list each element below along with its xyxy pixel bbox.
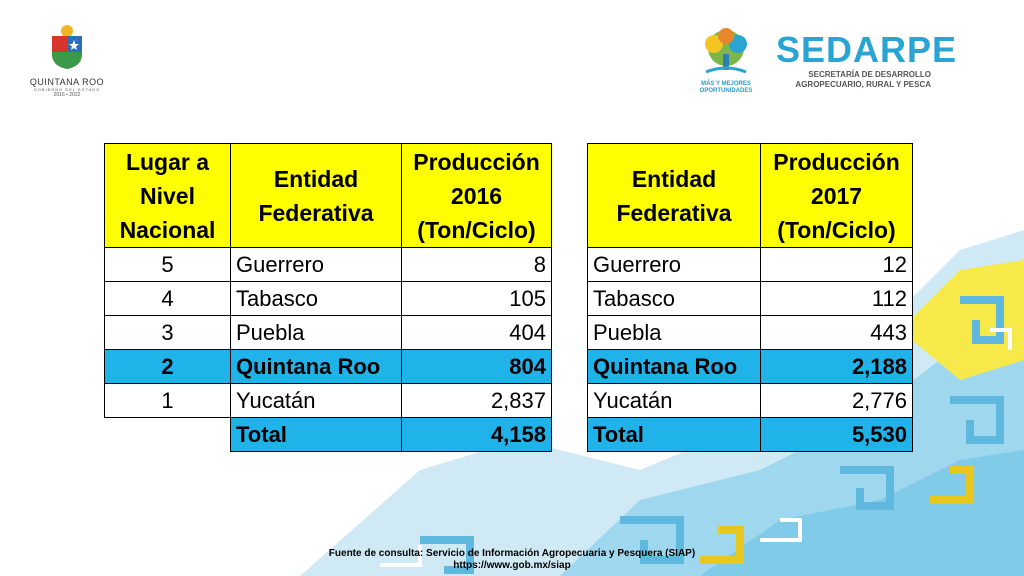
entity-cell: Tabasco bbox=[230, 281, 402, 316]
total-row: Total 4,158 bbox=[105, 417, 552, 452]
tree-tagline-2: OPORTUNIDADES bbox=[699, 88, 753, 94]
sedarpe-logo: SEDARPE SECRETARÍA DE DESARROLLO AGROPEC… bbox=[776, 30, 976, 90]
sedarpe-subtitle-2: AGROPECUARIO, RURAL Y PESCA bbox=[795, 80, 931, 89]
table-row: 1 Yucatán 2,837 bbox=[104, 383, 552, 418]
table-row: 4 Tabasco 105 bbox=[104, 281, 552, 316]
header-production: Producción 2017 (Ton/Ciclo) bbox=[760, 143, 913, 248]
production-2017-table: Entidad Federativa Producción 2017 (Ton/… bbox=[587, 143, 913, 452]
total-value: 4,158 bbox=[401, 417, 552, 452]
source-text: Fuente de consulta: Servicio de Informac… bbox=[328, 548, 696, 559]
entity-cell: Puebla bbox=[587, 315, 761, 350]
entity-cell: Puebla bbox=[230, 315, 402, 350]
header-entity: Entidad Federativa bbox=[230, 143, 402, 248]
entity-cell: Guerrero bbox=[587, 247, 761, 282]
table-row: Puebla 443 bbox=[587, 315, 913, 350]
source-link[interactable]: https://www.gob.mx/siap bbox=[453, 560, 571, 571]
entity-cell: Yucatán bbox=[230, 383, 402, 418]
value-cell: 2,188 bbox=[760, 349, 913, 384]
rank-cell: 1 bbox=[104, 383, 231, 418]
value-cell: 2,837 bbox=[401, 383, 552, 418]
header-entity: Entidad Federativa bbox=[587, 143, 761, 248]
empty-cell bbox=[105, 418, 231, 452]
sedarpe-title: SEDARPE bbox=[776, 29, 958, 70]
value-cell: 804 bbox=[401, 349, 552, 384]
value-cell: 112 bbox=[760, 281, 913, 316]
table-row: 5 Guerrero 8 bbox=[104, 247, 552, 282]
header-production: Producción 2016 (Ton/Ciclo) bbox=[401, 143, 552, 248]
header-rank: Lugar a Nivel Nacional bbox=[104, 143, 231, 248]
total-value: 5,530 bbox=[760, 417, 913, 452]
production-2016-table: Lugar a Nivel Nacional Entidad Federativ… bbox=[104, 143, 552, 452]
rank-cell: 4 bbox=[104, 281, 231, 316]
sedarpe-subtitle-1: SECRETARÍA DE DESARROLLO bbox=[808, 70, 931, 79]
value-cell: 8 bbox=[401, 247, 552, 282]
entity-cell: Yucatán bbox=[587, 383, 761, 418]
logo-subtitle: GOBIERNO DEL ESTADO bbox=[33, 87, 101, 92]
value-cell: 2,776 bbox=[760, 383, 913, 418]
total-row: Total 5,530 bbox=[587, 417, 913, 452]
quintana-roo-logo: QUINTANA ROO GOBIERNO DEL ESTADO 2016 • … bbox=[22, 24, 112, 104]
table-header-row: Entidad Federativa Producción 2017 (Ton/… bbox=[587, 143, 913, 248]
table-row: Guerrero 12 bbox=[587, 247, 913, 282]
entity-cell: Quintana Roo bbox=[587, 349, 761, 384]
rank-cell: 5 bbox=[104, 247, 231, 282]
coat-of-arms-icon bbox=[52, 25, 82, 69]
rank-cell: 3 bbox=[104, 315, 231, 350]
entity-cell: Guerrero bbox=[230, 247, 402, 282]
value-cell: 12 bbox=[760, 247, 913, 282]
table-row: 3 Puebla 404 bbox=[104, 315, 552, 350]
value-cell: 404 bbox=[401, 315, 552, 350]
total-label: Total bbox=[230, 417, 402, 452]
total-label: Total bbox=[587, 417, 761, 452]
tree-tagline-1: MÁS Y MEJORES bbox=[701, 81, 751, 87]
value-cell: 105 bbox=[401, 281, 552, 316]
table-row: Yucatán 2,776 bbox=[587, 383, 913, 418]
rank-cell: 2 bbox=[104, 349, 231, 384]
entity-cell: Quintana Roo bbox=[230, 349, 402, 384]
tree-icon bbox=[705, 28, 747, 74]
logo-name: QUINTANA ROO bbox=[29, 77, 105, 87]
source-footnote: Fuente de consulta: Servicio de Informac… bbox=[0, 548, 1024, 572]
table-row-highlighted: 2 Quintana Roo 804 bbox=[104, 349, 552, 384]
logo-years: 2016 • 2022 bbox=[53, 92, 81, 98]
table-row-highlighted: Quintana Roo 2,188 bbox=[587, 349, 913, 384]
table-row: Tabasco 112 bbox=[587, 281, 913, 316]
table-header-row: Lugar a Nivel Nacional Entidad Federativ… bbox=[104, 143, 552, 248]
value-cell: 443 bbox=[760, 315, 913, 350]
oportunidades-logo: MÁS Y MEJORES OPORTUNIDADES bbox=[690, 28, 762, 94]
entity-cell: Tabasco bbox=[587, 281, 761, 316]
